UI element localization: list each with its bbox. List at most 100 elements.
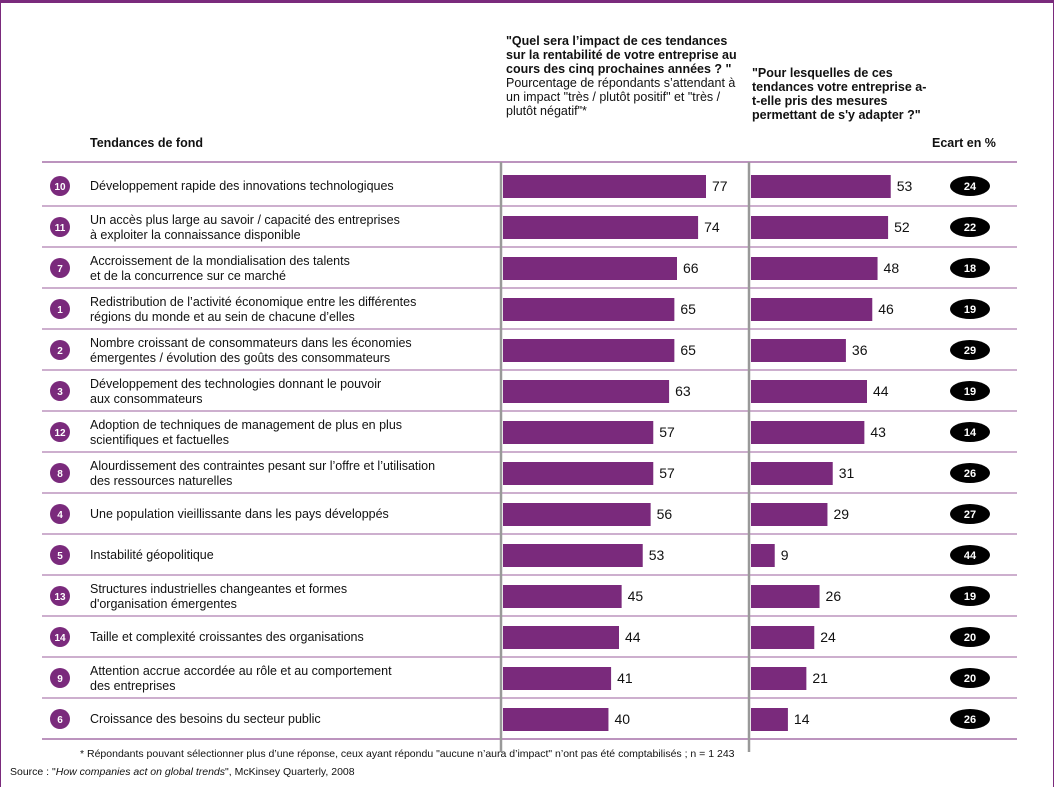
- gap-pill: [950, 463, 990, 483]
- trend-number: 2: [57, 346, 63, 357]
- gap-pill: [950, 668, 990, 688]
- impact-question: "Quel sera l’impact de ces tendances sur…: [506, 34, 737, 76]
- trend-number: 14: [54, 633, 66, 644]
- trend-number: 4: [57, 510, 63, 521]
- measures-value: 14: [794, 711, 810, 727]
- gap-value: 19: [964, 591, 976, 603]
- trend-label-line1: Alourdissement des contraintes pesant su…: [90, 459, 435, 473]
- measures-value: 26: [826, 588, 842, 604]
- trend-number: 11: [55, 223, 66, 234]
- impact-bar: [503, 257, 677, 280]
- impact-bar: [503, 544, 643, 567]
- gap-value: 26: [964, 714, 976, 726]
- trend-label-line1: Redistribution de l’activité économique …: [90, 295, 416, 309]
- impact-bar: [503, 175, 706, 198]
- trend-number: 13: [54, 592, 66, 603]
- trend-label-line1: Accroissement de la mondialisation des t…: [90, 254, 350, 268]
- trend-label: Croissance des besoins du secteur public: [90, 712, 321, 726]
- measures-value: 24: [820, 629, 836, 645]
- gap-value: 19: [964, 304, 976, 316]
- impact-bar: [503, 626, 619, 649]
- measures-bar: [751, 380, 867, 403]
- trend-number-badge: [50, 504, 70, 524]
- gap-pill: [950, 340, 990, 360]
- trend-label-line1: Un accès plus large au savoir / capacité…: [90, 213, 400, 227]
- impact-value: 40: [614, 711, 630, 727]
- trend-label-line1: Développement des technologies donnant l…: [90, 377, 381, 391]
- impact-bar: [503, 298, 675, 321]
- source-prefix: Source : ": [10, 766, 56, 778]
- impact-value: 65: [680, 301, 696, 317]
- trend-number-badge: [50, 709, 70, 729]
- impact-bar: [503, 667, 612, 690]
- trend-number-badge: [50, 176, 70, 196]
- trend-label: Taille et complexité croissantes des org…: [90, 630, 364, 644]
- trend-number-badge: [50, 463, 70, 483]
- gap-value: 22: [964, 222, 976, 234]
- trend-label-line2: scientifiques et factuelles: [90, 433, 229, 447]
- gap-value: 26: [964, 468, 976, 480]
- source-suffix: ", McKinsey Quarterly, 2008: [225, 766, 355, 778]
- trend-label-line1: Adoption de techniques de management de …: [90, 418, 402, 432]
- measures-bar: [751, 544, 775, 567]
- gap-pill: [950, 217, 990, 237]
- measures-value: 52: [894, 219, 910, 235]
- trend-number-badge: [50, 299, 70, 319]
- trend-label-line2: régions du monde et au sein de chacune d…: [90, 310, 355, 324]
- impact-value: 66: [683, 260, 699, 276]
- impact-description: Pourcentage de répondants s’attendant à …: [506, 76, 736, 118]
- gap-value: 29: [964, 345, 976, 357]
- measures-value: 43: [870, 424, 886, 440]
- measures-bar: [751, 257, 878, 280]
- impact-value: 57: [659, 424, 675, 440]
- trend-number: 12: [54, 428, 66, 439]
- measures-bar: [751, 626, 815, 649]
- measures-bar: [751, 462, 833, 485]
- measures-bar: [751, 298, 873, 321]
- measures-bar: [751, 585, 820, 608]
- source-note: Source : "How companies act on global tr…: [10, 766, 355, 778]
- trend-label-line2: à exploiter la connaissance disponible: [90, 228, 301, 242]
- measures-bar: [751, 503, 828, 526]
- measures-value: 29: [833, 506, 849, 522]
- impact-value: 53: [649, 547, 665, 563]
- trend-label: Instabilité géopolitique: [90, 548, 214, 562]
- impact-bar: [503, 708, 609, 731]
- trend-label-line2: émergentes / évolution des goûts des con…: [90, 351, 390, 365]
- trend-number-badge: [50, 627, 70, 647]
- impact-value: 77: [712, 178, 728, 194]
- trend-number: 3: [57, 387, 63, 398]
- trend-label-line1: Attention accrue accordée au rôle et au …: [90, 664, 392, 678]
- trend-label-line2: des ressources naturelles: [90, 474, 232, 488]
- trend-number-badge: [50, 668, 70, 688]
- impact-bar: [503, 462, 654, 485]
- impact-value: 41: [617, 670, 633, 686]
- trend-column-header: Tendances de fond: [90, 136, 203, 150]
- gap-pill: [950, 258, 990, 278]
- gap-pill: [950, 709, 990, 729]
- gap-pill: [950, 545, 990, 565]
- impact-bar: [503, 380, 670, 403]
- gap-value: 18: [964, 263, 976, 275]
- impact-value: 74: [704, 219, 720, 235]
- measures-bar: [751, 421, 865, 444]
- measures-value: 9: [781, 547, 789, 563]
- measures-bar: [751, 667, 807, 690]
- measures-value: 31: [839, 465, 855, 481]
- trend-number-badge: [50, 545, 70, 565]
- impact-bar: [503, 216, 699, 239]
- trend-number: 7: [57, 264, 63, 275]
- trend-label-line2: et de la concurrence sur ce marché: [90, 269, 286, 283]
- trend-number: 1: [57, 305, 63, 316]
- measures-value: 48: [884, 260, 900, 276]
- trend-label-line1: Nombre croissant de consommateurs dans l…: [90, 336, 412, 350]
- impact-bar: [503, 339, 675, 362]
- gap-value: 24: [964, 181, 977, 193]
- impact-value: 57: [659, 465, 675, 481]
- gap-value: 20: [964, 673, 976, 685]
- gap-value: 14: [964, 427, 977, 439]
- trend-label-line2: aux consommateurs: [90, 392, 203, 406]
- impact-value: 44: [625, 629, 641, 645]
